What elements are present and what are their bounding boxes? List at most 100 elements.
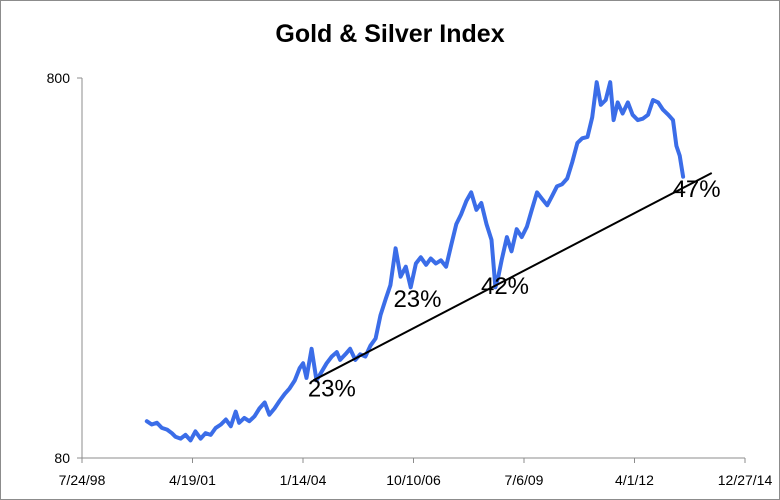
data-point bbox=[253, 414, 256, 418]
y-tick-label: 80 bbox=[54, 450, 70, 466]
data-point bbox=[404, 265, 408, 269]
data-point bbox=[173, 435, 177, 439]
data-point bbox=[449, 244, 453, 247]
chart-title: Gold & Silver Index bbox=[275, 20, 505, 48]
data-point bbox=[419, 255, 423, 259]
data-point bbox=[388, 283, 392, 287]
data-point bbox=[330, 355, 334, 358]
data-point bbox=[510, 249, 513, 253]
data-point bbox=[414, 262, 418, 265]
data-point bbox=[540, 197, 544, 201]
data-point bbox=[204, 431, 207, 435]
annotation-label-3: 47% bbox=[673, 176, 721, 203]
x-tick-label: 4/19/01 bbox=[169, 472, 216, 488]
data-point bbox=[179, 437, 183, 441]
data-point bbox=[160, 426, 164, 430]
data-point bbox=[189, 438, 192, 442]
data-point bbox=[237, 421, 241, 425]
data-point bbox=[586, 135, 589, 139]
annotation-label-1: 23% bbox=[393, 286, 441, 313]
data-point bbox=[590, 115, 594, 119]
data-point bbox=[184, 433, 187, 437]
data-point bbox=[678, 154, 682, 158]
data-point bbox=[604, 98, 608, 102]
data-point bbox=[199, 437, 203, 441]
data-point bbox=[273, 407, 276, 410]
data-point bbox=[310, 347, 314, 351]
data-point bbox=[439, 258, 443, 262]
data-point bbox=[399, 275, 403, 279]
label-layer: 23% 23% 42% 47% bbox=[308, 176, 721, 403]
annotation-label-0: 23% bbox=[308, 376, 356, 403]
data-point bbox=[661, 108, 665, 112]
data-point bbox=[666, 113, 670, 117]
data-point bbox=[209, 433, 213, 437]
data-point bbox=[283, 392, 287, 396]
data-point bbox=[409, 285, 413, 289]
data-point bbox=[145, 419, 149, 423]
data-point bbox=[170, 431, 174, 435]
data-point bbox=[555, 184, 559, 188]
data-point bbox=[575, 141, 579, 145]
data-point bbox=[580, 136, 584, 140]
data-point bbox=[490, 238, 493, 242]
x-tick-label: 7/24/98 bbox=[59, 472, 106, 488]
data-point bbox=[338, 358, 342, 362]
data-point bbox=[525, 225, 529, 229]
data-point bbox=[496, 275, 500, 279]
data-point bbox=[242, 416, 246, 420]
data-point bbox=[229, 424, 233, 428]
data-point bbox=[384, 297, 388, 301]
data-point bbox=[641, 117, 645, 121]
data-point bbox=[454, 222, 458, 226]
data-point bbox=[234, 410, 238, 414]
data-point bbox=[434, 262, 438, 265]
data-point bbox=[379, 313, 382, 317]
data-point bbox=[560, 182, 564, 186]
data-point bbox=[545, 203, 549, 207]
data-point bbox=[474, 208, 478, 212]
data-point bbox=[247, 419, 251, 423]
data-point bbox=[550, 195, 554, 199]
data-point bbox=[263, 401, 267, 404]
data-point bbox=[343, 352, 347, 356]
data-point bbox=[363, 355, 367, 358]
data-point bbox=[500, 258, 504, 262]
data-point bbox=[368, 344, 372, 348]
data-point bbox=[636, 118, 640, 122]
x-tick-label: 7/6/09 bbox=[505, 472, 544, 488]
data-point bbox=[214, 426, 218, 430]
data-point bbox=[219, 423, 223, 426]
data-point bbox=[464, 199, 468, 203]
x-tick-label: 4/1/12 bbox=[615, 472, 654, 488]
data-point bbox=[424, 263, 428, 267]
data-point bbox=[305, 376, 308, 380]
data-point bbox=[301, 361, 305, 365]
x-tick-label: 1/14/04 bbox=[280, 472, 327, 488]
trendline bbox=[312, 172, 713, 382]
data-point bbox=[320, 370, 324, 374]
data-point bbox=[479, 201, 483, 205]
data-point bbox=[599, 103, 603, 107]
data-point bbox=[444, 265, 448, 269]
data-point bbox=[595, 80, 599, 84]
data-point bbox=[165, 428, 169, 432]
data-point bbox=[621, 112, 625, 115]
data-point bbox=[485, 222, 488, 226]
data-point bbox=[394, 246, 398, 250]
data-point bbox=[616, 100, 620, 104]
data-point bbox=[505, 235, 509, 239]
chart-axes: 800 80 7/24/98 4/19/01 1/14/04 10/10/06 7/6/09… bbox=[47, 70, 773, 488]
series-layer bbox=[144, 80, 686, 443]
data-point bbox=[374, 337, 378, 340]
data-point bbox=[656, 100, 660, 104]
data-point bbox=[429, 257, 433, 260]
series-line-0 bbox=[144, 80, 686, 443]
data-point bbox=[278, 399, 281, 403]
data-point bbox=[257, 407, 261, 410]
data-point bbox=[459, 212, 463, 216]
data-point bbox=[150, 423, 154, 426]
data-point bbox=[298, 366, 302, 370]
